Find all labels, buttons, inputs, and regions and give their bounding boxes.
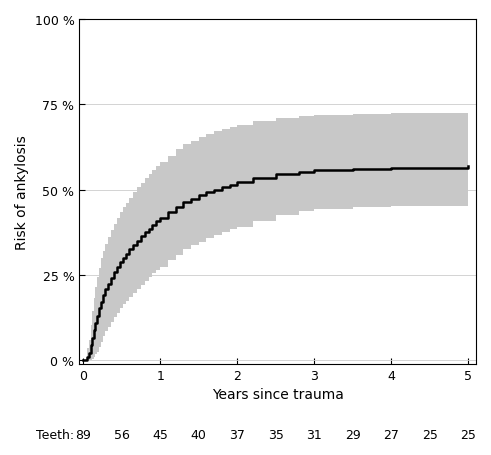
Text: 37: 37 [229, 428, 245, 441]
Y-axis label: Risk of ankylosis: Risk of ankylosis [15, 135, 29, 249]
Text: 35: 35 [268, 428, 284, 441]
Text: 31: 31 [306, 428, 322, 441]
Text: 40: 40 [191, 428, 207, 441]
Text: 25: 25 [461, 428, 476, 441]
X-axis label: Years since trauma: Years since trauma [212, 387, 344, 401]
Text: 27: 27 [383, 428, 399, 441]
Text: 25: 25 [422, 428, 437, 441]
Text: 29: 29 [345, 428, 360, 441]
Text: 89: 89 [75, 428, 91, 441]
Text: 56: 56 [114, 428, 130, 441]
Text: 45: 45 [152, 428, 168, 441]
Text: Teeth:: Teeth: [36, 428, 74, 441]
